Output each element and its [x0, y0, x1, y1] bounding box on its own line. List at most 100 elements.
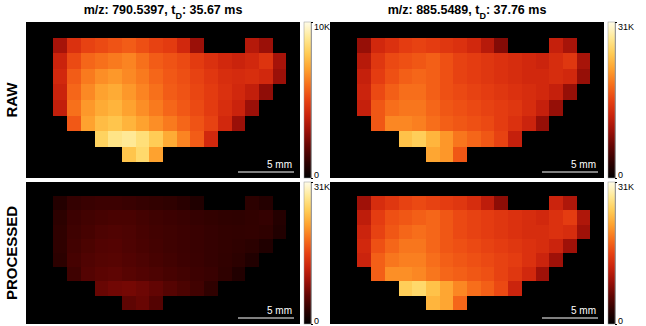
cell [357, 267, 371, 282]
cell [95, 116, 109, 132]
cell [508, 116, 522, 132]
cell [590, 84, 604, 100]
cell [330, 84, 344, 100]
cell [590, 225, 604, 240]
cell [371, 53, 385, 69]
cell [522, 239, 536, 254]
cell [440, 239, 454, 254]
cell [467, 182, 481, 197]
cell [508, 131, 522, 147]
color-bar-axis-line [616, 23, 618, 179]
cell [286, 267, 300, 282]
cell [330, 22, 344, 38]
cell [108, 22, 122, 38]
cell [108, 210, 122, 225]
cell [163, 53, 177, 69]
cell [426, 310, 440, 324]
cell [218, 182, 232, 197]
cell [357, 310, 371, 324]
panel: 010Km/z: 790.5397, tD: 35.67 msRAW5 mm [3, 3, 330, 180]
cell [204, 267, 218, 282]
cell [53, 310, 67, 324]
cell [95, 131, 109, 147]
cell [286, 210, 300, 225]
image-background [330, 22, 604, 178]
cell [218, 296, 232, 311]
cell [536, 267, 550, 282]
cell [494, 147, 508, 163]
cell [426, 210, 440, 225]
image-background [26, 22, 300, 178]
cell [81, 22, 95, 38]
cell [136, 225, 150, 240]
cell [385, 84, 399, 100]
cell [232, 182, 246, 197]
cell [259, 131, 273, 147]
cell [481, 147, 495, 163]
cell [108, 196, 122, 211]
cell [577, 69, 591, 85]
cell [494, 253, 508, 268]
cell [67, 147, 81, 163]
cell [26, 281, 40, 296]
cell [399, 116, 413, 132]
cell [494, 69, 508, 85]
cell [357, 225, 371, 240]
cell [357, 281, 371, 296]
cell [108, 296, 122, 311]
cell [536, 253, 550, 268]
cell [344, 116, 358, 132]
cell [399, 147, 413, 163]
cell [453, 147, 467, 163]
cell [273, 182, 287, 197]
color-tick-label: 31K [314, 182, 330, 192]
row-label: RAW [3, 82, 20, 118]
cell [81, 131, 95, 147]
cell [163, 253, 177, 268]
color-bar-axis-line [616, 183, 618, 325]
cell [245, 210, 259, 225]
cell [357, 131, 371, 147]
cell [467, 196, 481, 211]
cell [385, 38, 399, 54]
cell [371, 310, 385, 324]
cell [122, 225, 136, 240]
cell [204, 281, 218, 296]
cell [508, 281, 522, 296]
cell [357, 38, 371, 54]
cell [563, 53, 577, 69]
cell [26, 69, 40, 85]
cell [177, 296, 191, 311]
cell [426, 69, 440, 85]
color-tick-label: 0 [618, 316, 623, 326]
cell [522, 131, 536, 147]
cell [218, 210, 232, 225]
cell [494, 225, 508, 240]
cell [522, 84, 536, 100]
cell [536, 84, 550, 100]
cell [536, 182, 550, 197]
cell [81, 53, 95, 69]
cell [245, 116, 259, 132]
cell [177, 281, 191, 296]
cell [149, 162, 163, 178]
cell [136, 38, 150, 54]
cell [190, 53, 204, 69]
cell [245, 131, 259, 147]
cell [385, 116, 399, 132]
cell [453, 196, 467, 211]
cell [590, 253, 604, 268]
color-bar-axis: 031K [615, 182, 634, 326]
cell [453, 182, 467, 197]
cell [344, 310, 358, 324]
cell [536, 22, 550, 38]
cell [163, 182, 177, 197]
cell [440, 100, 454, 116]
cell [81, 69, 95, 85]
cell [149, 84, 163, 100]
cell [549, 53, 563, 69]
cell [590, 53, 604, 69]
cell [344, 162, 358, 178]
cell [577, 253, 591, 268]
cell [259, 182, 273, 197]
